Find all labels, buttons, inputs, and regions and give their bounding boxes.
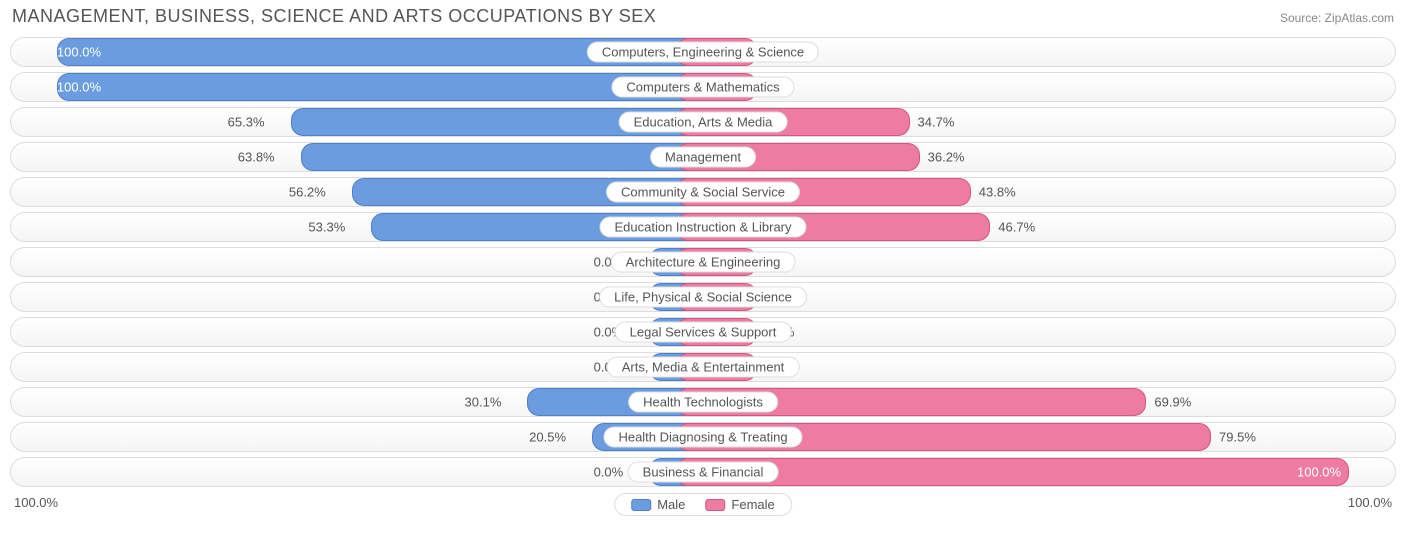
bar-row: 0.0% 100.0% Business & Financial	[10, 457, 1396, 487]
male-value-label: 65.3%	[228, 115, 273, 130]
bar-row: 0.0%0.0%Legal Services & Support	[10, 317, 1396, 347]
male-value-label: 30.1%	[465, 395, 510, 410]
bar-row: 0.0%0.0%Arts, Media & Entertainment	[10, 352, 1396, 382]
bar-row: 30.1% 69.9% Health Technologists	[10, 387, 1396, 417]
female-value-label: 69.9%	[1146, 395, 1191, 410]
bar-row: 53.3% 46.7% Education Instruction & Librar…	[10, 212, 1396, 242]
legend-male-label: Male	[657, 497, 685, 512]
female-value-label: 36.2%	[920, 150, 965, 165]
female-value-label: 43.8%	[971, 185, 1016, 200]
male-value-label: 63.8%	[238, 150, 283, 165]
axis-left-label: 100.0%	[14, 495, 58, 510]
female-value-label: 79.5%	[1211, 430, 1256, 445]
category-label: Arts, Media & Entertainment	[607, 357, 800, 378]
category-label: Education, Arts & Media	[619, 112, 788, 133]
category-label: Computers, Engineering & Science	[587, 42, 819, 63]
chart-title: MANAGEMENT, BUSINESS, SCIENCE AND ARTS O…	[12, 6, 656, 27]
category-label: Architecture & Engineering	[611, 252, 796, 273]
category-label: Community & Social Service	[606, 182, 800, 203]
legend-item-male: Male	[631, 497, 685, 512]
bar-row: 65.3% 34.7% Education, Arts & Media	[10, 107, 1396, 137]
female-value-label: 34.7%	[910, 115, 955, 130]
bar-row: 100.0%0.0%Computers, Engineering & Scien…	[10, 37, 1396, 67]
female-value-label: 100.0%	[1289, 465, 1341, 480]
bar-row: 100.0%0.0%Computers & Mathematics	[10, 72, 1396, 102]
bar-row: 63.8% 36.2% Management	[10, 142, 1396, 172]
chart-container: MANAGEMENT, BUSINESS, SCIENCE AND ARTS O…	[0, 0, 1406, 559]
axis-right-label: 100.0%	[1348, 495, 1392, 510]
bar-row: 0.0%0.0%Life, Physical & Social Science	[10, 282, 1396, 312]
category-label: Management	[650, 147, 756, 168]
title-row: MANAGEMENT, BUSINESS, SCIENCE AND ARTS O…	[10, 6, 1396, 37]
male-value-label: 0.0%	[594, 465, 632, 480]
male-value-label: 53.3%	[308, 220, 353, 235]
male-value-label: 20.5%	[529, 430, 574, 445]
male-value-label: 56.2%	[289, 185, 334, 200]
female-swatch-icon	[705, 499, 725, 511]
category-label: Business & Financial	[628, 462, 779, 483]
male-value-label: 100.0%	[57, 45, 109, 60]
legend: Male Female	[614, 493, 792, 516]
bar-row: 56.2% 43.8% Community & Social Service	[10, 177, 1396, 207]
female-value-label: 46.7%	[990, 220, 1035, 235]
category-label: Education Instruction & Library	[599, 217, 806, 238]
category-label: Life, Physical & Social Science	[599, 287, 807, 308]
category-label: Computers & Mathematics	[611, 77, 794, 98]
category-label: Health Technologists	[628, 392, 778, 413]
category-label: Health Diagnosing & Treating	[603, 427, 802, 448]
bar-row: 0.0%0.0%Architecture & Engineering	[10, 247, 1396, 277]
footer-row: 100.0% Male Female 100.0%	[10, 493, 1396, 521]
legend-female-label: Female	[731, 497, 774, 512]
bar-row: 20.5% 79.5% Health Diagnosing & Treating	[10, 422, 1396, 452]
male-value-label: 100.0%	[57, 80, 109, 95]
category-label: Legal Services & Support	[615, 322, 792, 343]
source-attribution: Source: ZipAtlas.com	[1280, 11, 1394, 25]
male-swatch-icon	[631, 499, 651, 511]
legend-item-female: Female	[705, 497, 774, 512]
rows-area: 100.0% 0.0% Computers, Engineering & Scien…	[10, 37, 1396, 487]
